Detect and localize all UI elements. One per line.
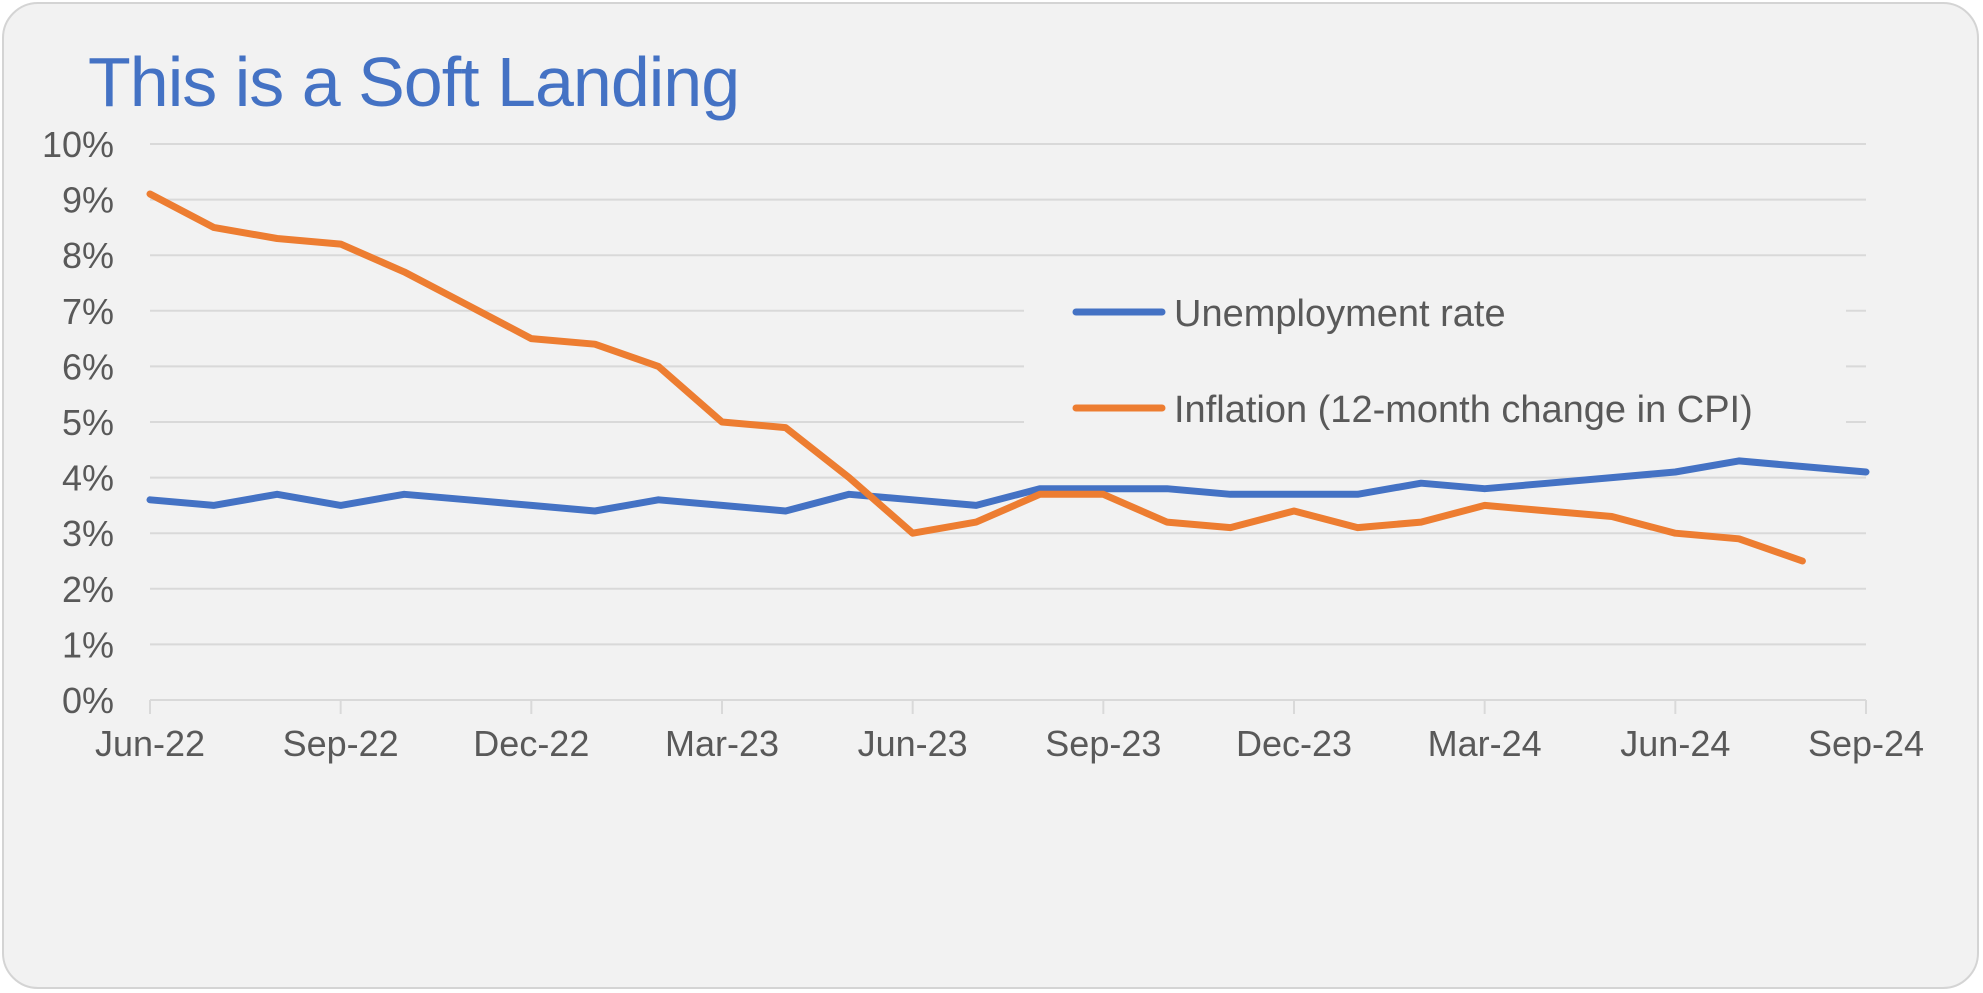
legend-label-unemployment: Unemployment rate — [1174, 293, 1506, 335]
y-tick-label: 0% — [62, 680, 114, 721]
y-tick-label: 6% — [62, 346, 114, 387]
y-tick-label: 4% — [62, 458, 114, 499]
x-tick-label: Dec-22 — [473, 723, 589, 764]
x-tick-label: Sep-23 — [1045, 723, 1161, 764]
line-chart: 0% 1% 2% 3% 4% 5% 6% 7% 8% 9% 10% Jun-22 Sep-22 Dec-2… — [42, 124, 1924, 764]
x-tick-label: Sep-22 — [283, 723, 399, 764]
y-tick-label: 10% — [42, 124, 114, 165]
y-tick-label: 7% — [62, 291, 114, 332]
y-tick-label: 3% — [62, 513, 114, 554]
legend-label-inflation: Inflation (12-month change in CPI) — [1174, 389, 1753, 431]
legend-background — [1024, 272, 1846, 462]
unemployment-rate-line — [146, 457, 1870, 515]
chart-title: This is a Soft Landing — [88, 43, 740, 121]
inflation-line — [146, 190, 1806, 565]
x-tick-label: Jun-23 — [858, 723, 968, 764]
x-tick-label: Mar-23 — [665, 723, 779, 764]
x-tick-label: Dec-23 — [1236, 723, 1352, 764]
y-tick-label: 5% — [62, 402, 114, 443]
y-tick-label: 9% — [62, 180, 114, 221]
x-tick-label: Mar-24 — [1428, 723, 1542, 764]
y-tick-label: 8% — [62, 235, 114, 276]
y-tick-label: 1% — [62, 624, 114, 665]
x-tick-label: Jun-22 — [95, 723, 205, 764]
x-tick-label: Sep-24 — [1808, 723, 1924, 764]
x-tick-label: Jun-24 — [1620, 723, 1730, 764]
y-tick-label: 2% — [62, 569, 114, 610]
